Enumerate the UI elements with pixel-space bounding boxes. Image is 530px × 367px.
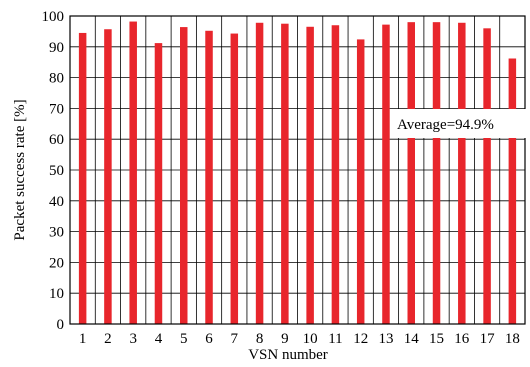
y-tick-label: 10 xyxy=(49,286,64,302)
x-tick-label: 10 xyxy=(303,331,318,347)
bar xyxy=(306,26,314,325)
y-tick-label: 0 xyxy=(57,317,65,333)
annotation-label: Average=94.9% xyxy=(397,117,494,133)
y-tick-label: 60 xyxy=(49,132,64,148)
y-tick-label: 90 xyxy=(49,40,64,56)
y-tick-label: 20 xyxy=(49,255,64,271)
bar xyxy=(255,22,264,324)
bar xyxy=(78,32,87,324)
x-tick-label: 9 xyxy=(281,331,289,347)
x-tick-labels: 1 2 3 4 5 6 7 8 9 10 11 12 13 14 15 16 17 18 xyxy=(79,331,520,347)
bar xyxy=(205,30,213,325)
y-tick-label: 100 xyxy=(42,9,65,25)
x-tick-label: 6 xyxy=(205,331,213,347)
axes xyxy=(69,15,526,325)
bar xyxy=(104,29,112,325)
bar xyxy=(154,43,163,324)
x-tick-label: 2 xyxy=(104,331,112,347)
x-axis-title: VSN number xyxy=(248,347,328,363)
annotation-box xyxy=(394,109,527,138)
bar xyxy=(508,58,517,325)
bar xyxy=(331,25,340,325)
x-tick-label: 11 xyxy=(328,331,342,347)
x-tick-label: 8 xyxy=(256,331,264,347)
gridlines xyxy=(70,16,525,324)
bar xyxy=(356,39,365,325)
y-axis-title: Packet success rate [%] xyxy=(12,99,28,240)
x-tick-label: 13 xyxy=(378,331,393,347)
bars xyxy=(78,21,517,325)
bar xyxy=(281,23,289,324)
x-tick-label: 14 xyxy=(404,331,420,347)
y-tick-label: 70 xyxy=(49,101,64,117)
x-tick-label: 7 xyxy=(231,331,239,347)
bar xyxy=(180,27,188,324)
bar xyxy=(382,24,390,325)
x-tick-label: 16 xyxy=(454,331,470,347)
y-tick-labels: 0 10 20 30 40 50 60 70 80 90 100 xyxy=(42,9,65,333)
bar xyxy=(432,22,441,324)
x-tick-label: 5 xyxy=(180,331,188,347)
plot-frame xyxy=(69,15,526,325)
x-tick-label: 18 xyxy=(505,331,520,347)
y-tick-label: 50 xyxy=(49,163,64,179)
x-tick-label: 12 xyxy=(353,331,368,347)
x-tick-label: 4 xyxy=(155,331,163,347)
bar xyxy=(129,21,137,324)
bar xyxy=(458,22,466,324)
bar xyxy=(230,33,239,324)
y-tick-label: 80 xyxy=(49,71,64,87)
x-tick-label: 17 xyxy=(480,331,496,347)
x-tick-label: 1 xyxy=(79,331,87,347)
bar xyxy=(407,22,415,324)
x-tick-label: 3 xyxy=(129,331,137,347)
y-tick-label: 30 xyxy=(49,225,64,241)
x-tick-label: 15 xyxy=(429,331,444,347)
y-tick-label: 40 xyxy=(49,194,64,210)
average-annotation: Average=94.9% xyxy=(394,109,527,138)
bar xyxy=(483,28,491,324)
